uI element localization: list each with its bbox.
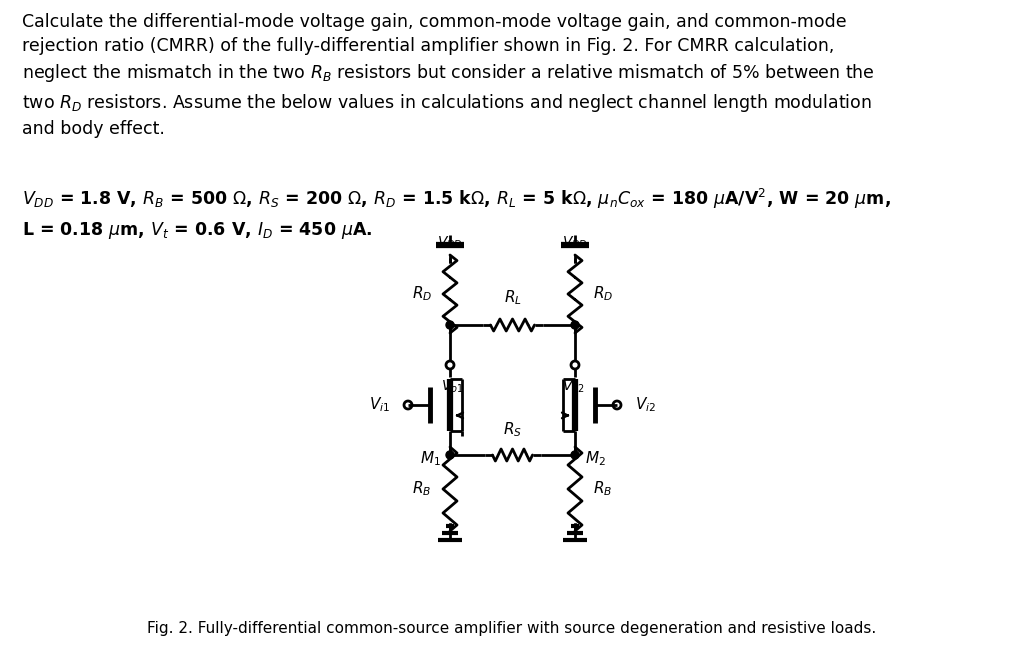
Text: $M_2$: $M_2$	[584, 449, 606, 468]
Circle shape	[571, 451, 579, 459]
Circle shape	[446, 451, 454, 459]
Text: $R_D$: $R_D$	[412, 285, 433, 303]
Text: Calculate the differential-mode voltage gain, common-mode voltage gain, and comm: Calculate the differential-mode voltage …	[22, 13, 875, 138]
Text: $R_S$: $R_S$	[503, 420, 522, 439]
Text: $V_{DD}$: $V_{DD}$	[562, 235, 588, 251]
Circle shape	[446, 321, 454, 329]
Text: $V_{i1}$: $V_{i1}$	[369, 396, 390, 414]
Text: $V_{o1}$: $V_{o1}$	[441, 379, 463, 395]
Circle shape	[571, 321, 579, 329]
Text: $M_1$: $M_1$	[419, 449, 441, 468]
Text: Fig. 2. Fully-differential common-source amplifier with source degeneration and : Fig. 2. Fully-differential common-source…	[148, 621, 876, 636]
Text: $V_{DD}$ = 1.8 V, $R_B$ = 500 $\Omega$, $R_S$ = 200 $\Omega$, $R_D$ = 1.5 k$\Ome: $V_{DD}$ = 1.8 V, $R_B$ = 500 $\Omega$, …	[22, 187, 891, 241]
Text: $R_D$: $R_D$	[592, 285, 613, 303]
Text: $R_B$: $R_B$	[412, 480, 432, 498]
Text: $V_{DD}$: $V_{DD}$	[437, 235, 463, 251]
Text: $V_{i2}$: $V_{i2}$	[636, 396, 656, 414]
Text: $V_{o2}$: $V_{o2}$	[562, 379, 584, 395]
Text: $R_B$: $R_B$	[593, 480, 613, 498]
Text: $R_L$: $R_L$	[503, 288, 522, 307]
